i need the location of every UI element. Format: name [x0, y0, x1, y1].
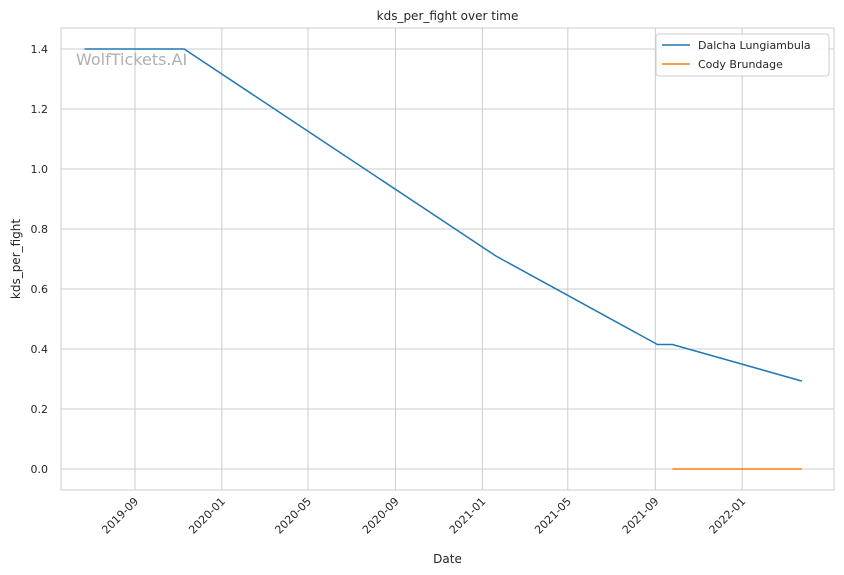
x-tick-label: 2020-09	[360, 495, 402, 537]
x-tick-label: 2020-01	[186, 495, 228, 537]
x-tick-label: 2019-09	[99, 495, 141, 537]
y-axis-label: kds_per_fight	[9, 219, 23, 300]
watermark: WolfTickets.AI	[76, 50, 187, 69]
x-tick-label: 2021-05	[532, 495, 574, 537]
y-tick-label: 0.8	[31, 223, 49, 236]
legend: Dalcha Lungiambula Cody Brundage	[655, 33, 830, 77]
chart-title: kds_per_fight over time	[377, 9, 519, 23]
grid-lines	[61, 28, 834, 490]
legend-label-1: Dalcha Lungiambula	[698, 39, 811, 52]
x-tick-label: 2021-01	[447, 495, 489, 537]
y-tick-label: 0.0	[31, 463, 49, 476]
x-tick-labels: 2019-09 2020-01 2020-05 2020-09 2021-01 2021-…	[99, 495, 748, 537]
y-tick-label: 1.4	[31, 43, 49, 56]
x-axis-label: Date	[433, 552, 462, 566]
series-layer	[84, 48, 803, 470]
x-tick-label: 2021-09	[620, 495, 662, 537]
y-tick-label: 0.4	[31, 343, 49, 356]
series-line-1	[84, 48, 803, 382]
x-tick-label: 2020-05	[272, 495, 314, 537]
y-tick-label: 1.2	[31, 103, 49, 116]
y-tick-labels: 0.0 0.2 0.4 0.6 0.8 1.0 1.2 1.4	[31, 43, 49, 476]
y-tick-label: 0.6	[31, 283, 49, 296]
legend-box	[655, 33, 830, 77]
y-tick-label: 0.2	[31, 403, 49, 416]
plot-area	[60, 27, 835, 491]
legend-label-2: Cody Brundage	[698, 58, 783, 71]
y-tick-label: 1.0	[31, 163, 49, 176]
x-tick-label: 2022-01	[707, 495, 749, 537]
